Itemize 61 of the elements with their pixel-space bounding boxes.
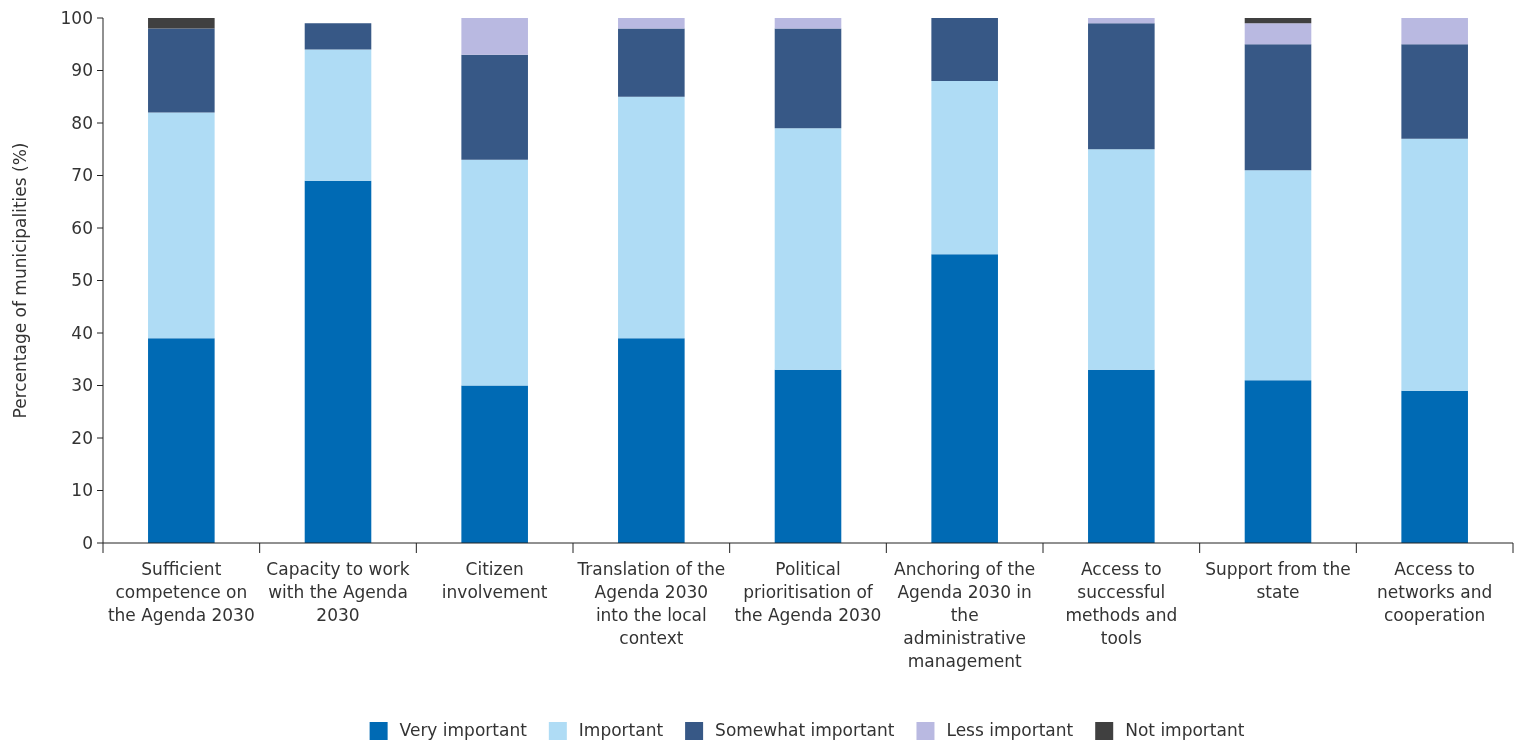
bar <box>931 18 998 81</box>
x-tick-label: Sufficient competence on the Agenda 2030 <box>107 559 255 625</box>
y-tick-label: 30 <box>71 375 93 396</box>
bar <box>461 159 528 386</box>
bar <box>1244 170 1312 381</box>
bar <box>1244 18 1312 24</box>
legend-label: Very important <box>399 720 528 740</box>
bar <box>774 28 842 129</box>
y-tick-label: 100 <box>60 7 93 28</box>
bar <box>461 385 528 543</box>
y-tick-label: 0 <box>82 532 93 553</box>
x-tick-label: Translation of the Agenda 2030 into the local context <box>576 559 726 648</box>
bar <box>931 81 998 255</box>
x-tick-label: Access to networks and cooperation <box>1377 559 1493 625</box>
x-tick-label: Capacity to work with the Agenda 2030 <box>266 559 410 625</box>
y-axis-title: Percentage of municipalities (%) <box>10 142 30 419</box>
y-tick-label: 60 <box>71 217 93 238</box>
bar <box>618 18 685 29</box>
legend-label: Less important <box>946 720 1074 740</box>
bar <box>461 18 528 55</box>
bar <box>1088 369 1155 543</box>
bar <box>148 18 215 29</box>
bar <box>1401 138 1468 391</box>
legend-label: Somewhat important <box>715 720 895 740</box>
bar <box>774 128 842 370</box>
bar <box>931 254 998 543</box>
x-tick-label: Political prioritisation of the Agenda 2030 <box>734 559 882 625</box>
legend-label: Not important <box>1125 720 1245 740</box>
legend-label: Important <box>578 720 664 740</box>
bar <box>148 28 215 113</box>
x-tick-label: Access to successful methods and tools <box>1065 559 1178 648</box>
y-tick-label: 80 <box>71 112 93 133</box>
bar <box>1244 23 1312 45</box>
bar <box>1401 18 1468 45</box>
y-tick-label: 40 <box>71 322 93 343</box>
bar <box>148 112 215 339</box>
bar <box>1244 380 1312 543</box>
y-tick-label: 90 <box>71 60 93 81</box>
bar <box>774 369 842 543</box>
bar <box>304 23 372 50</box>
bar <box>304 49 372 181</box>
bar <box>1088 23 1155 150</box>
bar <box>304 180 372 543</box>
y-tick-label: 10 <box>71 480 93 501</box>
x-tick-label: Citizen involvement <box>441 559 548 602</box>
bar <box>1088 149 1155 370</box>
bar <box>618 28 685 97</box>
bar <box>461 54 528 160</box>
x-tick-label: Anchoring of the Agenda 2030 in the administrative management <box>894 559 1036 671</box>
x-tick-label: Support from the state <box>1205 559 1351 602</box>
bar <box>618 338 685 543</box>
bar <box>1244 44 1312 171</box>
bar <box>1401 44 1468 139</box>
bar <box>774 18 842 29</box>
bar <box>1401 390 1468 543</box>
y-tick-label: 70 <box>71 165 93 186</box>
y-tick-label: 50 <box>71 270 93 291</box>
y-tick-label: 20 <box>71 427 93 448</box>
bar <box>1088 18 1155 24</box>
bar <box>618 96 685 339</box>
bar <box>148 338 215 543</box>
